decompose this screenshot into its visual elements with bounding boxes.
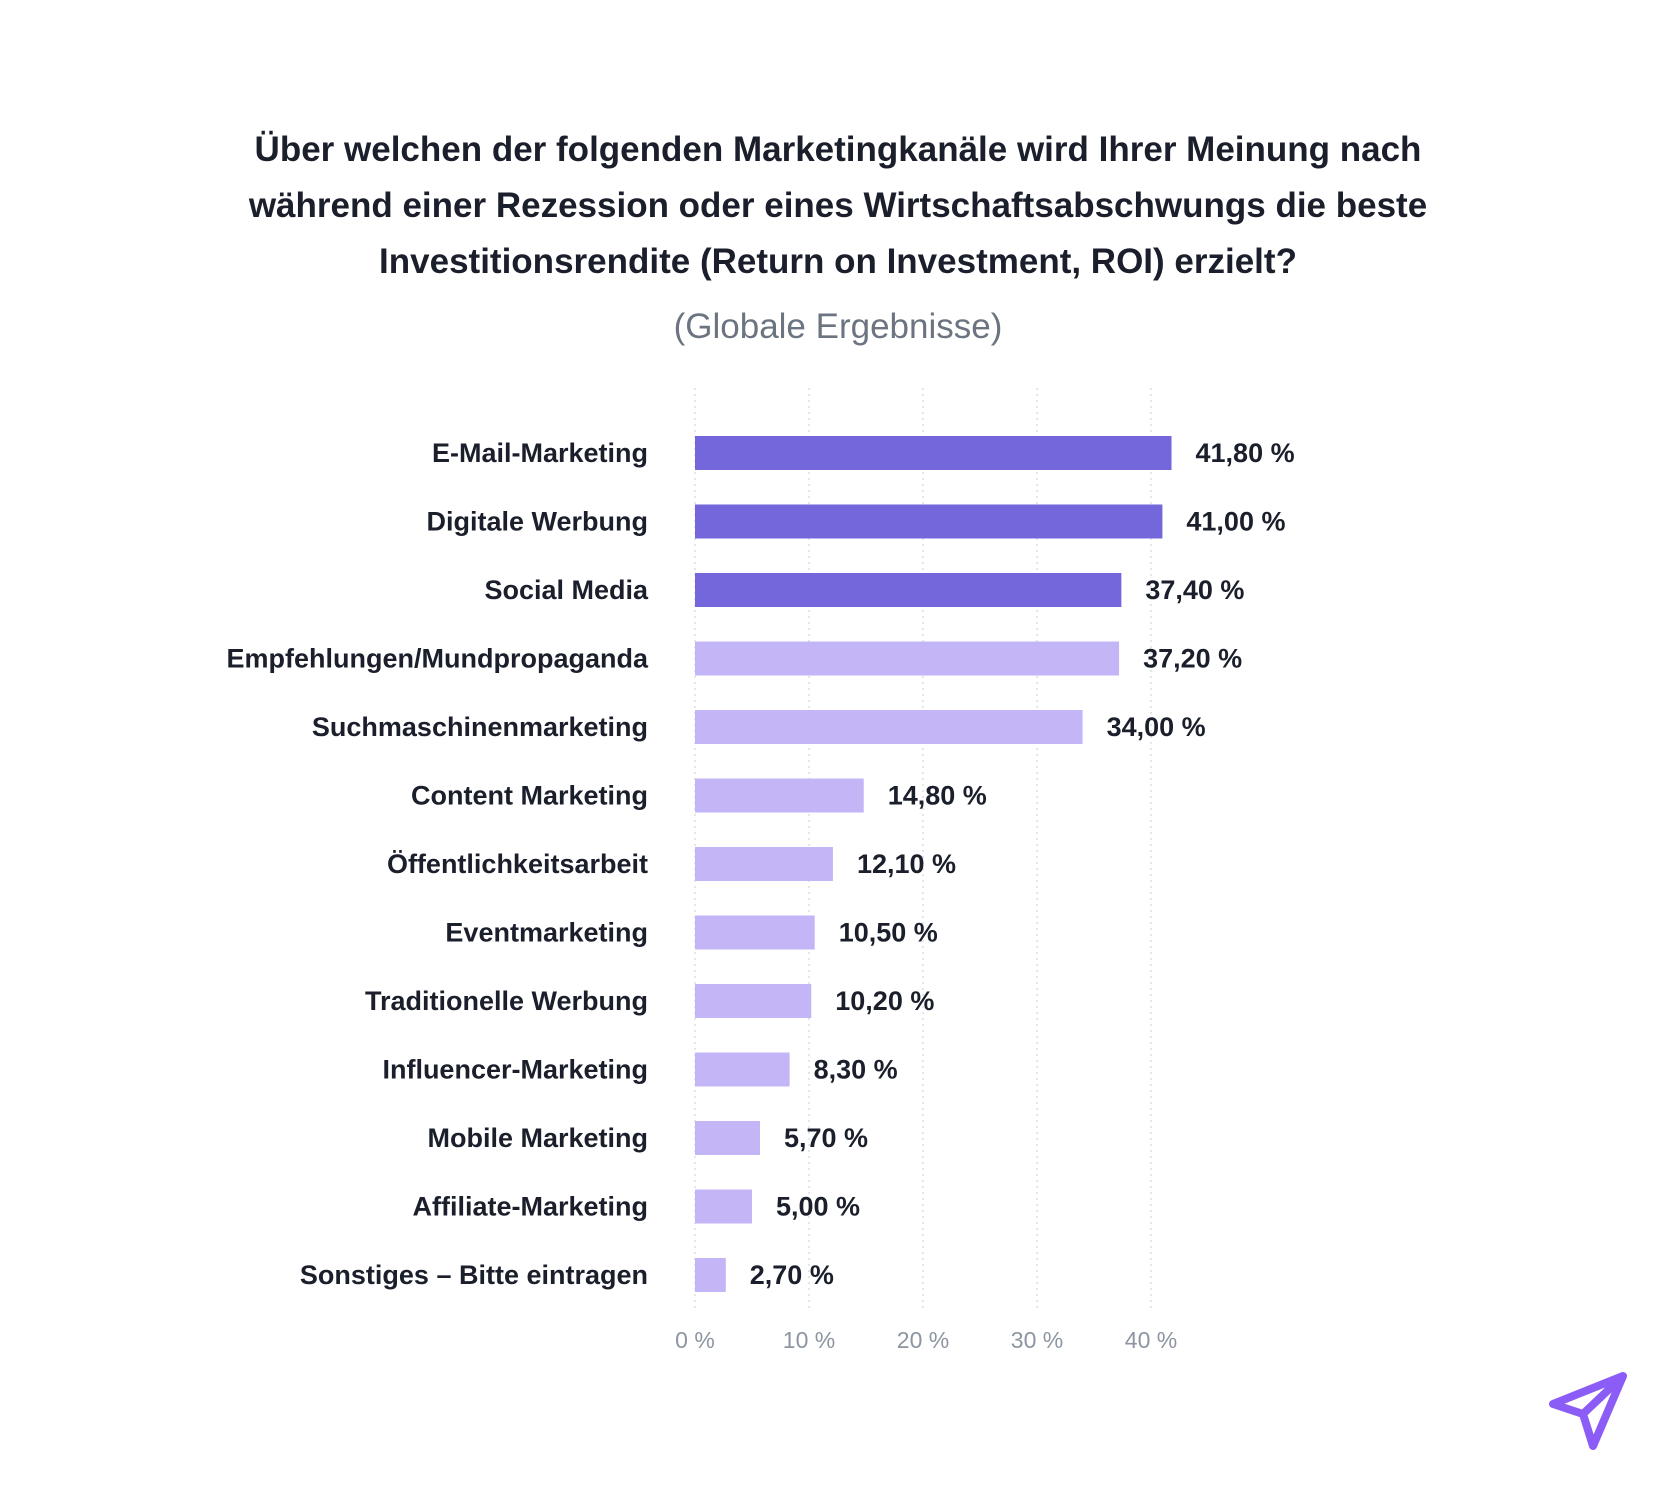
category-label: Social Media	[484, 575, 649, 605]
bar	[695, 436, 1172, 470]
bar	[695, 504, 1163, 539]
category-label: Traditionelle Werbung	[365, 986, 648, 1016]
category-label: Suchmaschinenmarketing	[312, 712, 648, 742]
bar	[695, 1258, 726, 1292]
paper-plane-logo-icon	[1549, 1372, 1627, 1450]
value-label: 2,70 %	[750, 1260, 834, 1290]
category-label: Digitale Werbung	[426, 507, 648, 537]
value-label: 37,40 %	[1145, 575, 1244, 605]
value-label: 41,00 %	[1186, 507, 1285, 537]
bar	[695, 1121, 760, 1155]
value-label: 37,20 %	[1143, 644, 1242, 674]
category-label: Empfehlungen/Mundpropaganda	[227, 644, 649, 674]
value-label: 14,80 %	[888, 781, 987, 811]
bar	[695, 1189, 752, 1224]
x-tick-label: 10 %	[783, 1327, 835, 1353]
value-label: 8,30 %	[814, 1055, 898, 1085]
chart-subtitle: (Globale Ergebnisse)	[673, 307, 1003, 346]
category-label: Sonstiges – Bitte eintragen	[300, 1260, 648, 1290]
value-label: 10,20 %	[835, 986, 934, 1016]
bar	[695, 1052, 790, 1087]
x-tick-label: 0 %	[675, 1327, 715, 1353]
bar	[695, 847, 833, 881]
x-tick-label: 30 %	[1011, 1327, 1063, 1353]
value-label: 10,50 %	[839, 918, 938, 948]
category-label: Eventmarketing	[445, 918, 648, 948]
x-tick-label: 20 %	[897, 1327, 949, 1353]
x-tick-label: 40 %	[1125, 1327, 1177, 1353]
category-label: E-Mail-Marketing	[432, 438, 648, 468]
value-label: 41,80 %	[1196, 438, 1295, 468]
category-label: Öffentlichkeitsarbeit	[387, 849, 648, 879]
bar	[695, 915, 815, 950]
bar	[695, 710, 1083, 744]
value-label: 12,10 %	[857, 849, 956, 879]
bar-chart: E-Mail-Marketing 41,80 % Digitale Werbung 4…	[227, 388, 1295, 1353]
bar	[695, 984, 812, 1018]
category-label: Influencer-Marketing	[382, 1055, 648, 1085]
chart-title-line: während einer Rezession oder eines Wirts…	[248, 186, 1428, 225]
chart-title-line: Investitionsrendite (Return on Investmen…	[379, 242, 1297, 281]
category-label: Content Marketing	[411, 781, 648, 811]
bar	[695, 641, 1120, 676]
bar	[695, 573, 1122, 607]
category-label: Affiliate-Marketing	[412, 1192, 648, 1222]
chart-title-line: Über welchen der folgenden Marketingkanä…	[254, 130, 1422, 169]
value-label: 5,00 %	[776, 1192, 860, 1222]
value-label: 34,00 %	[1107, 712, 1206, 742]
category-label: Mobile Marketing	[427, 1123, 648, 1153]
chart-title: Über welchen der folgenden Marketingkanä…	[238, 122, 1438, 290]
bar	[695, 778, 864, 813]
value-label: 5,70 %	[784, 1123, 868, 1153]
